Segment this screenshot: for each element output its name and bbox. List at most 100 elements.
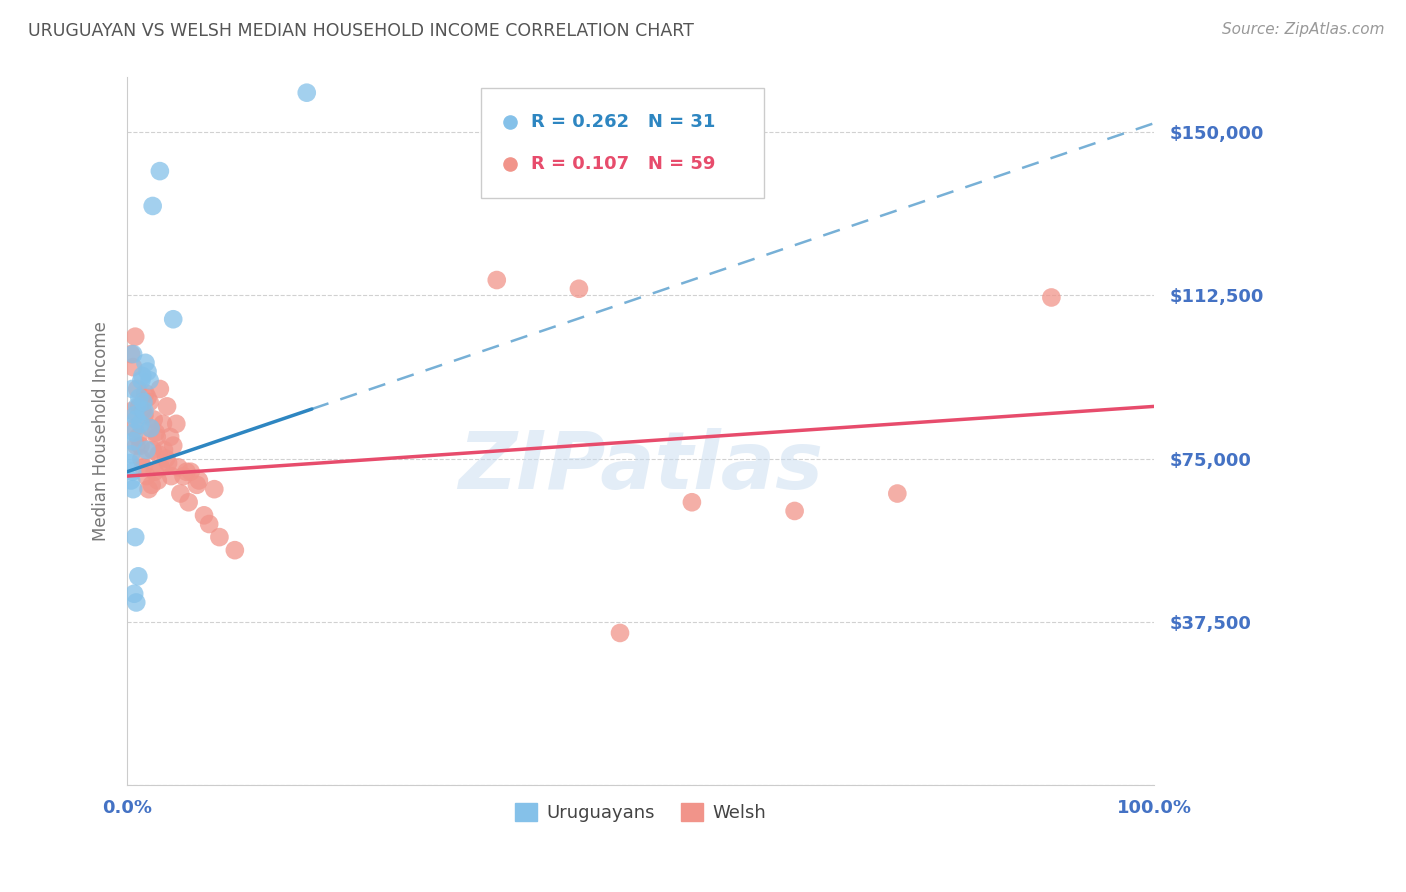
Point <box>134 386 156 401</box>
Point <box>145 425 167 440</box>
Point <box>120 474 142 488</box>
Point <box>160 469 183 483</box>
Point <box>681 495 703 509</box>
Point <box>142 412 165 426</box>
Point <box>609 626 631 640</box>
Point <box>134 356 156 370</box>
Point <box>121 465 143 479</box>
Point <box>159 430 181 444</box>
Point <box>124 408 146 422</box>
Point <box>124 530 146 544</box>
Text: R = 0.107   N = 59: R = 0.107 N = 59 <box>530 155 716 173</box>
Point <box>138 395 160 409</box>
Point <box>127 430 149 444</box>
Point <box>134 403 156 417</box>
Point <box>125 595 148 609</box>
Text: R = 0.262   N = 31: R = 0.262 N = 31 <box>530 113 716 131</box>
Point <box>139 421 162 435</box>
Text: Source: ZipAtlas.com: Source: ZipAtlas.com <box>1222 22 1385 37</box>
Point <box>139 421 162 435</box>
Point <box>135 469 157 483</box>
Point <box>131 368 153 383</box>
Point <box>224 543 246 558</box>
Point <box>156 400 179 414</box>
Point <box>120 779 142 793</box>
Y-axis label: Median Household Income: Median Household Income <box>93 321 110 541</box>
Point <box>131 451 153 466</box>
Point <box>120 779 142 793</box>
Point <box>138 482 160 496</box>
Point <box>122 587 145 601</box>
Point <box>122 360 145 375</box>
Point <box>149 382 172 396</box>
Point <box>1040 290 1063 304</box>
Point <box>180 465 202 479</box>
Point <box>127 400 149 414</box>
Point <box>152 417 174 431</box>
Point <box>120 456 142 470</box>
Point <box>127 569 149 583</box>
Point <box>122 347 145 361</box>
Point <box>176 465 198 479</box>
Point <box>202 482 225 496</box>
Point <box>146 474 169 488</box>
Point <box>121 382 143 396</box>
Point <box>295 86 318 100</box>
Point <box>208 530 231 544</box>
Point <box>131 403 153 417</box>
Point <box>134 408 156 422</box>
Text: ZIPatlas: ZIPatlas <box>458 428 823 506</box>
Point <box>138 373 160 387</box>
Point <box>155 451 177 466</box>
Point <box>129 417 152 431</box>
FancyBboxPatch shape <box>481 88 763 198</box>
Point <box>169 486 191 500</box>
Point <box>122 482 145 496</box>
Point <box>142 442 165 457</box>
Point <box>122 425 145 440</box>
Point <box>132 460 155 475</box>
Point <box>148 447 170 461</box>
Point <box>157 456 180 470</box>
Point <box>149 460 172 475</box>
Point <box>136 391 159 405</box>
Text: URUGUAYAN VS WELSH MEDIAN HOUSEHOLD INCOME CORRELATION CHART: URUGUAYAN VS WELSH MEDIAN HOUSEHOLD INCO… <box>28 22 695 40</box>
Point <box>125 412 148 426</box>
Point <box>128 391 150 405</box>
Point <box>162 439 184 453</box>
Point <box>120 447 142 461</box>
Point <box>128 400 150 414</box>
Point <box>121 403 143 417</box>
Point <box>485 273 508 287</box>
Point <box>193 508 215 523</box>
Legend: Uruguayans, Welsh: Uruguayans, Welsh <box>508 796 773 830</box>
Point <box>132 395 155 409</box>
Point <box>136 365 159 379</box>
Point <box>568 282 591 296</box>
Point <box>198 516 221 531</box>
Point <box>143 465 166 479</box>
Point <box>173 469 195 483</box>
Point <box>165 417 187 431</box>
Point <box>783 504 806 518</box>
Point <box>122 434 145 449</box>
Point <box>127 382 149 396</box>
Point <box>153 442 176 457</box>
Point <box>129 439 152 453</box>
Point <box>135 442 157 457</box>
Point <box>186 478 208 492</box>
Point <box>886 486 908 500</box>
Point <box>187 474 209 488</box>
Point <box>146 430 169 444</box>
Point <box>177 495 200 509</box>
Point <box>125 439 148 453</box>
Point <box>142 199 165 213</box>
Point <box>167 460 190 475</box>
Point <box>120 347 142 361</box>
Point <box>141 478 163 492</box>
Point <box>124 329 146 343</box>
Point <box>149 164 172 178</box>
Point <box>162 312 184 326</box>
Point <box>122 421 145 435</box>
Point <box>131 373 153 387</box>
